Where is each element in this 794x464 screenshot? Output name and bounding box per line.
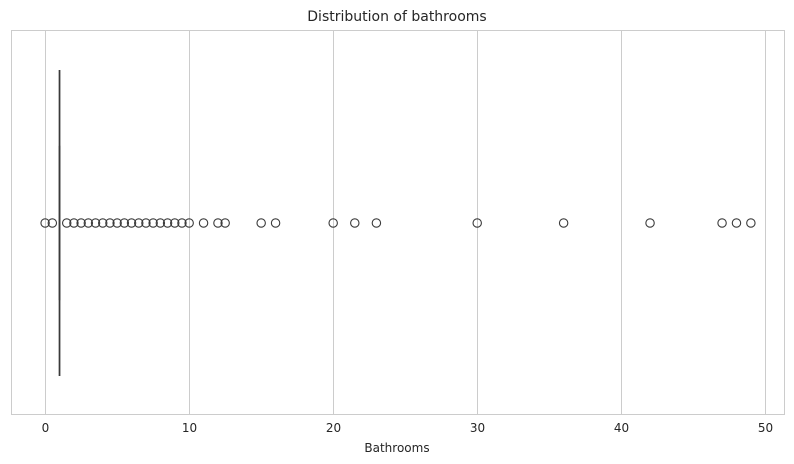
chart-title: Distribution of bathrooms [307,9,486,25]
x-axis-tick-labels: 0 10 20 30 40 50 [42,421,773,435]
outlier-point [170,218,180,228]
outlier-point [90,218,101,228]
outlier-point [213,218,223,228]
outlier-point [69,218,79,228]
outlier-point [47,218,58,228]
outlier-point [746,218,756,228]
outlier-point [119,218,130,228]
outlier-point [645,218,655,228]
x-tick-label: 0 [42,421,50,435]
outlier-point [141,218,151,228]
outlier-point [731,218,742,228]
outlier-points [40,218,756,228]
outlier-point [97,218,108,228]
outlier-point [148,218,158,228]
outlier-point [717,218,727,228]
x-tick-label: 50 [758,421,773,435]
x-tick-label: 20 [326,421,341,435]
outlier-point [155,218,166,228]
outlier-point [558,218,569,228]
outlier-point [61,218,72,228]
outlier-point [126,218,137,228]
outlier-point [198,218,209,228]
outlier-point [472,218,482,228]
outlier-point [350,218,360,228]
outlier-point [184,218,194,228]
outlier-point [328,218,338,228]
outlier-point [162,218,173,228]
x-tick-label: 40 [614,421,629,435]
outlier-point [112,218,122,228]
outlier-point [256,218,266,228]
plot-frame [11,30,785,415]
x-tick-label: 10 [182,421,197,435]
outlier-point [83,218,94,228]
x-axis-label: Bathrooms [364,441,429,455]
outlier-point [105,218,115,228]
x-tick-label: 30 [470,421,485,435]
grid-lines [45,31,766,414]
outlier-point [270,218,281,228]
outlier-point [76,218,86,228]
outlier-point [371,218,382,228]
outlier-point [177,218,187,228]
outlier-point [133,218,144,228]
outlier-point [220,218,230,228]
outlier-point [40,218,50,228]
